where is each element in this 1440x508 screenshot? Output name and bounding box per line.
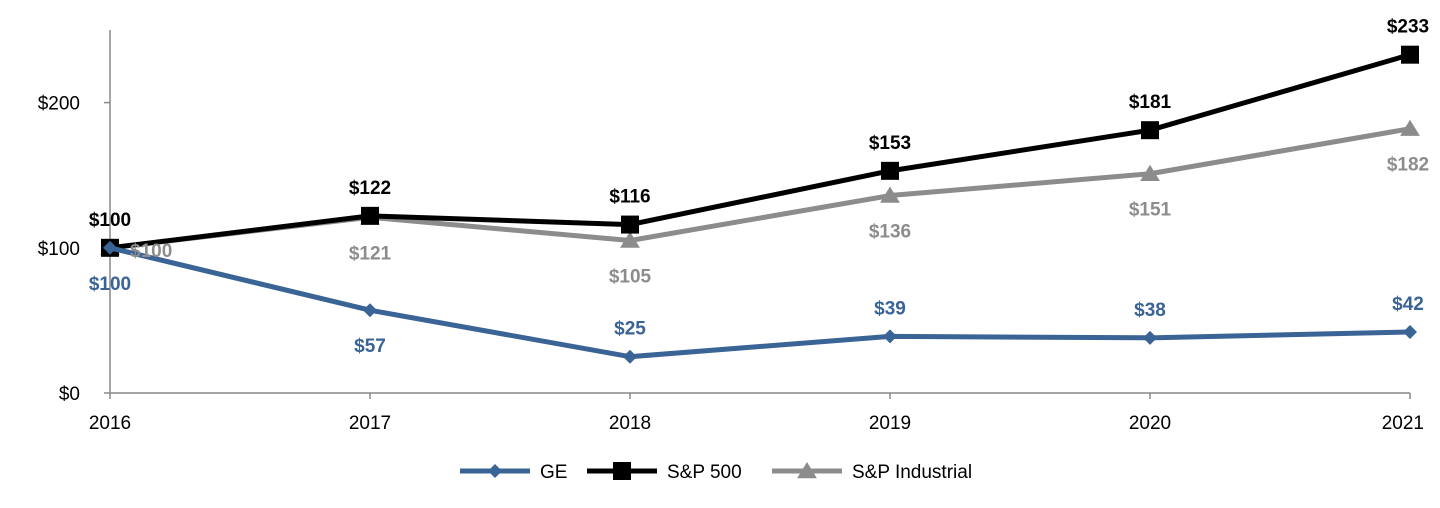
legend-label: S&P Industrial — [852, 462, 972, 483]
y-tick-label: $0 — [59, 384, 80, 405]
data-label-s-p-500: $153 — [869, 133, 911, 154]
x-tick-label: 2018 — [609, 413, 651, 434]
data-label-s-p-500: $100 — [89, 210, 131, 231]
data-label-ge: $39 — [874, 298, 906, 319]
x-tick-label: 2017 — [349, 413, 391, 434]
data-label-s-p-500: $116 — [609, 187, 650, 208]
series-line-ge — [109, 245, 1411, 360]
x-tick-label: 2019 — [869, 413, 911, 434]
series-s-p-industrial — [100, 119, 1420, 255]
legend-swatch-marker — [613, 462, 631, 480]
y-tick-label: $200 — [38, 94, 80, 115]
data-point-ge — [363, 303, 377, 318]
data-label-s-p-industrial: $100 — [130, 241, 172, 262]
data-point-s-p-500 — [881, 161, 899, 180]
data-label-s-p-industrial: $136 — [869, 222, 911, 243]
data-point-s-p-500 — [361, 206, 379, 225]
data-label-s-p-industrial: $121 — [349, 243, 392, 264]
legend-swatch-marker — [488, 464, 502, 478]
series-line-s-p-500 — [109, 52, 1411, 251]
data-label-ge: $25 — [614, 319, 646, 340]
data-label-ge: $100 — [89, 274, 131, 295]
data-point-s-p-industrial — [1400, 119, 1420, 136]
data-label-ge: $38 — [1134, 300, 1166, 321]
data-label-s-p-industrial: $151 — [1129, 200, 1172, 221]
x-tick-label: 2021 — [1382, 413, 1424, 434]
axes — [109, 30, 1410, 394]
x-ticks: 2016 2017 2018 2019 2020 2021 — [89, 393, 1424, 434]
legend-label: GE — [540, 462, 567, 483]
series-layer — [100, 45, 1420, 364]
data-label-s-p-500: $122 — [349, 178, 391, 199]
data-labels-layer: $100 $57 $25 $39 $38 $42 $100 $122 $116 $153 $181 $… — [89, 17, 1429, 358]
data-label-ge: $57 — [354, 336, 386, 357]
data-label-s-p-industrial: $105 — [609, 267, 652, 288]
y-ticks: $0 $100 $200 — [38, 94, 110, 405]
data-point-ge — [1403, 325, 1417, 340]
data-point-ge — [623, 349, 637, 364]
series-s-p-500 — [101, 45, 1419, 257]
x-tick-label: 2020 — [1129, 413, 1171, 434]
y-tick-label: $100 — [38, 239, 80, 260]
legend-label: S&P 500 — [667, 462, 742, 483]
data-label-s-p-500: $233 — [1387, 17, 1429, 38]
series-ge — [103, 240, 1417, 364]
data-point-s-p-500 — [621, 215, 639, 234]
legend-item-ge: GE — [460, 462, 567, 483]
legend: GE S&P 500 S&P Industrial — [460, 462, 972, 483]
legend-swatch-marker — [797, 462, 817, 479]
data-point-ge — [1143, 330, 1157, 345]
data-point-s-p-500 — [1141, 121, 1159, 140]
data-label-s-p-500: $181 — [1129, 92, 1172, 113]
data-point-ge — [103, 240, 117, 255]
data-point-s-p-industrial — [1140, 164, 1160, 181]
x-tick-label: 2016 — [89, 413, 131, 434]
data-point-s-p-500 — [1401, 45, 1419, 64]
data-point-s-p-industrial — [880, 186, 900, 203]
series-line-s-p-industrial — [109, 126, 1411, 251]
data-point-s-p-industrial — [620, 231, 640, 248]
data-label-s-p-industrial: $182 — [1387, 155, 1429, 176]
legend-item-s-p-500: S&P 500 — [587, 462, 742, 483]
data-label-ge: $42 — [1392, 294, 1424, 315]
data-point-ge — [883, 329, 897, 344]
legend-item-s-p-industrial: S&P Industrial — [772, 462, 972, 483]
